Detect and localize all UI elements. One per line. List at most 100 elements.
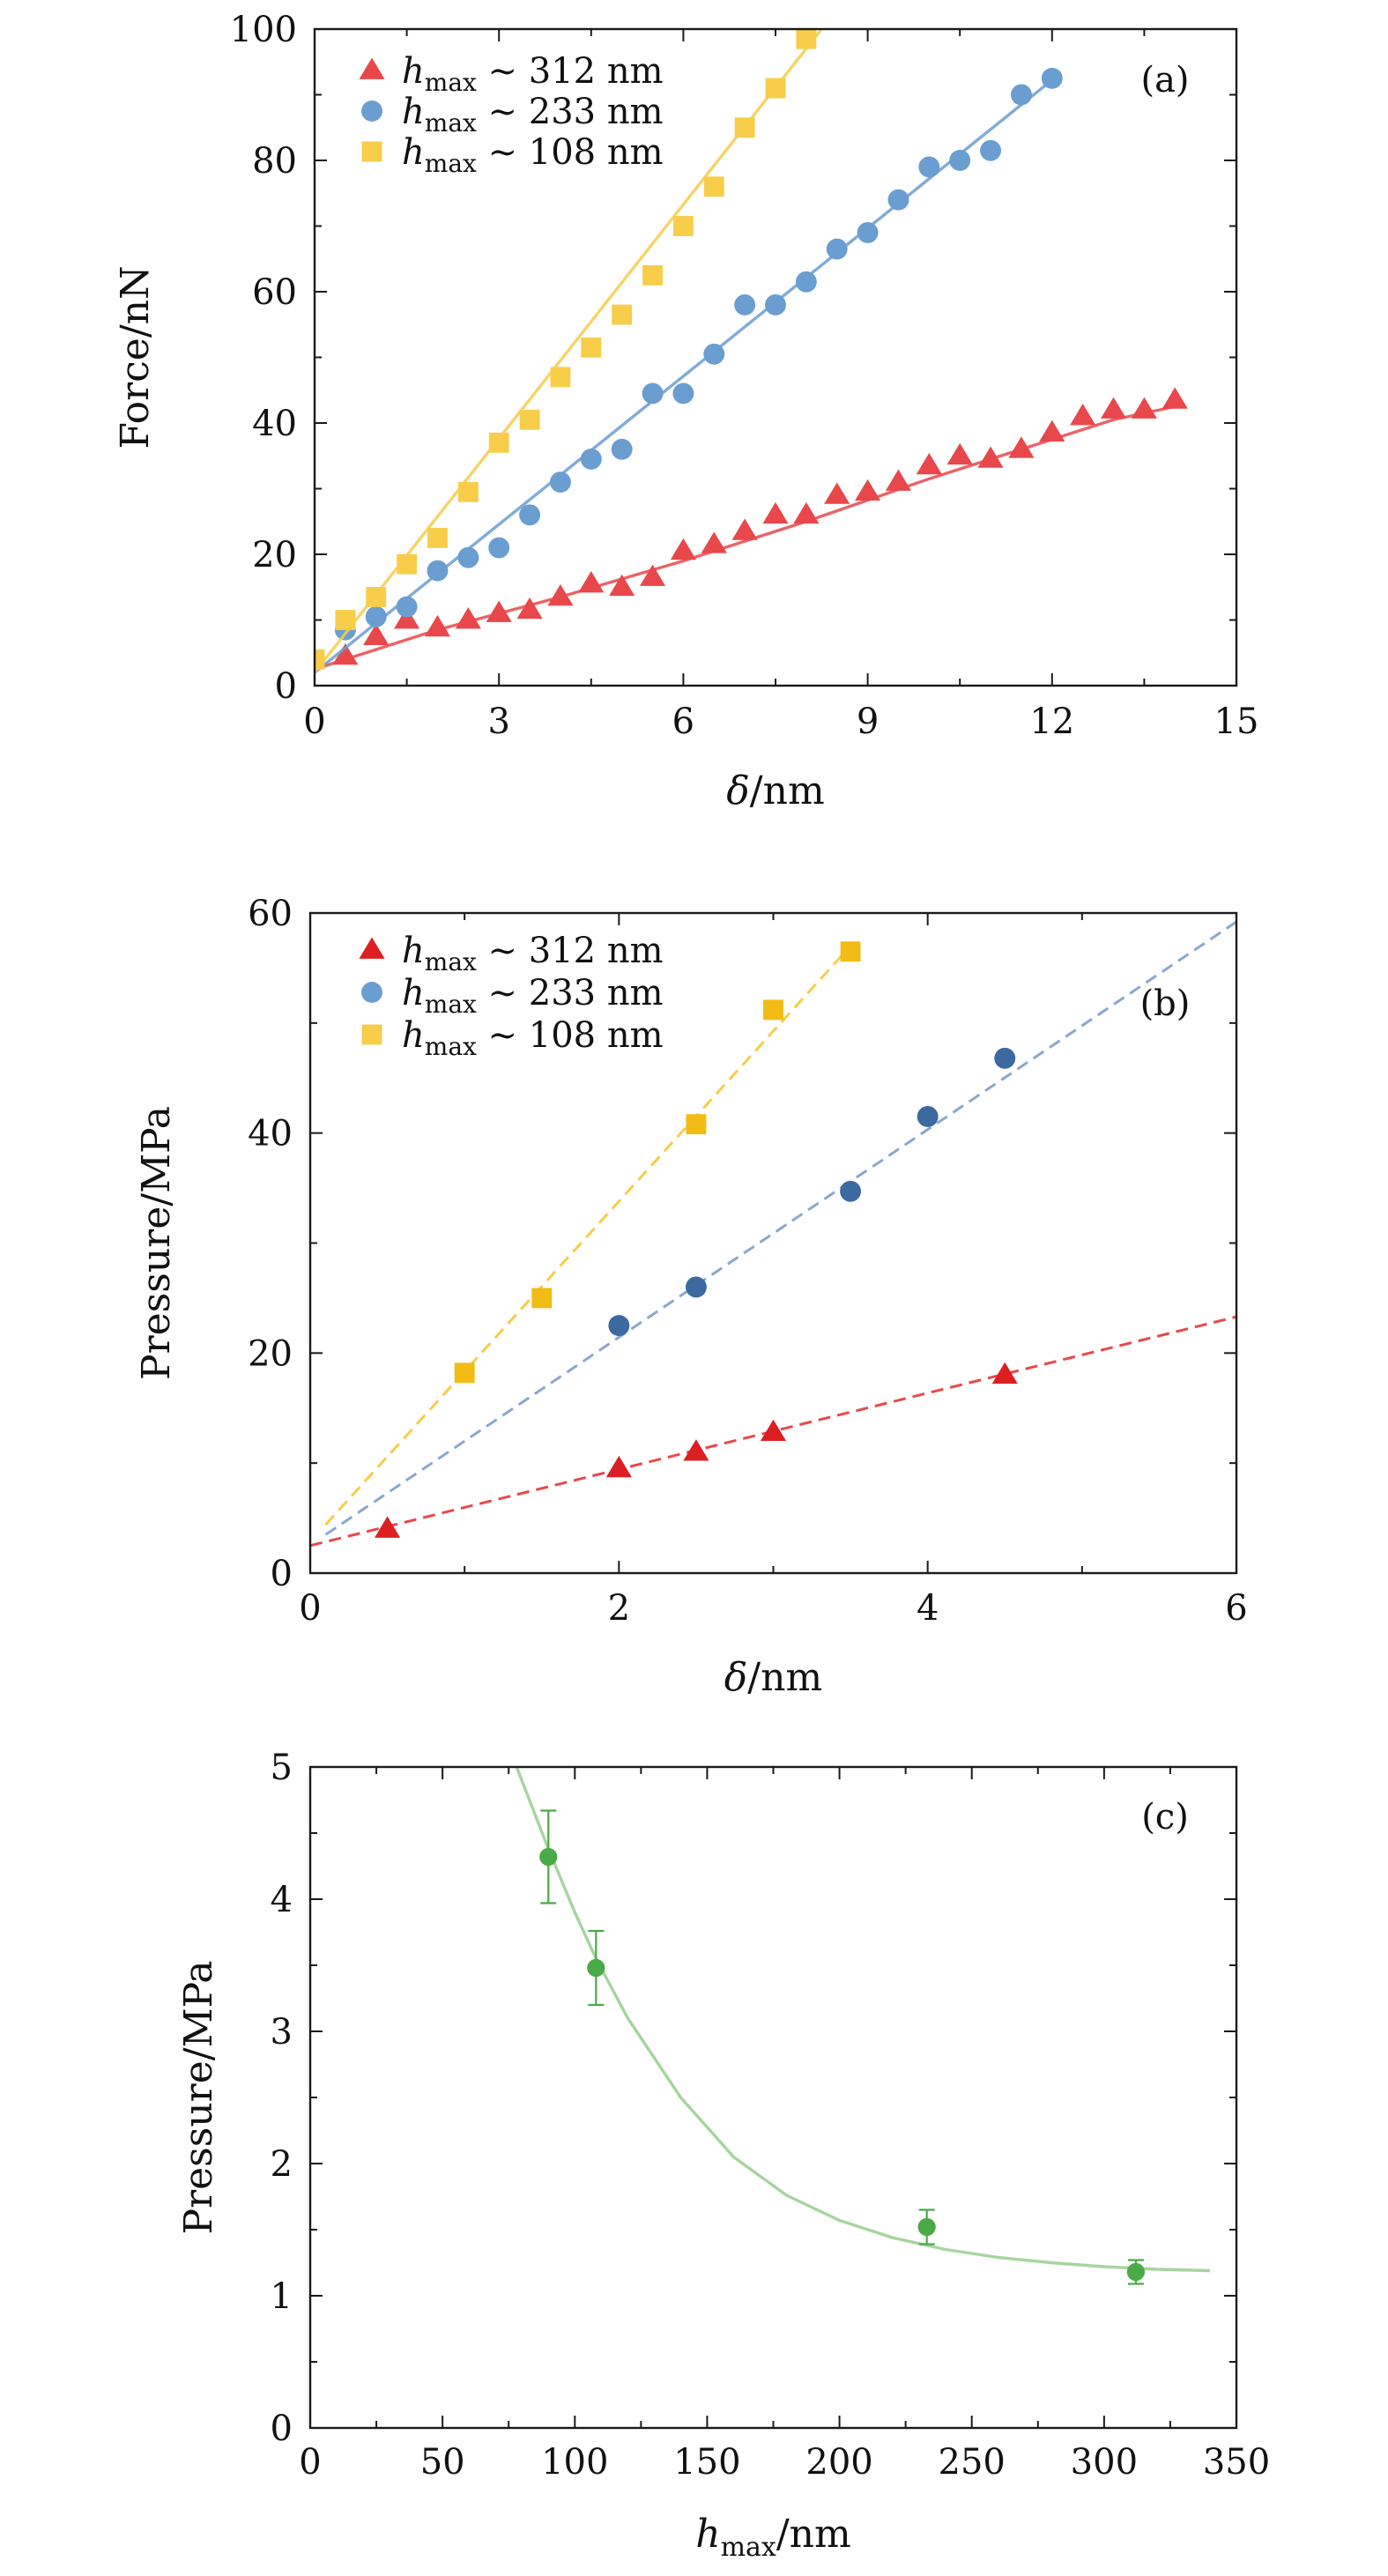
series-3-point xyxy=(840,941,861,962)
series-1-point xyxy=(760,1419,787,1442)
panel-label: (c) xyxy=(1141,1797,1189,1837)
series-2-point xyxy=(917,1105,939,1127)
series-1-point xyxy=(670,538,696,560)
series-1-point xyxy=(375,1516,401,1538)
series-1-point xyxy=(639,564,666,586)
series-1-point xyxy=(916,452,942,475)
legend-marker xyxy=(361,982,382,1003)
y-tick-label: 40 xyxy=(248,1114,293,1154)
series-2-point xyxy=(703,343,725,365)
series-1-point xyxy=(683,1439,709,1461)
y-axis-label: Pressure/MPa xyxy=(176,1961,221,2235)
series-1-point xyxy=(824,482,850,504)
x-axis-label-unit: /nm xyxy=(747,1655,822,1700)
y-tick-label: 20 xyxy=(248,1333,293,1374)
series-3-point xyxy=(335,610,356,630)
series-3-point xyxy=(703,176,724,197)
legend-value: ∼ 312 nm xyxy=(477,51,664,92)
series-2-point xyxy=(685,1276,707,1298)
x-tick-label: 0 xyxy=(303,702,325,742)
legend-sub: max xyxy=(425,149,477,178)
x-tick-label: 300 xyxy=(1071,2442,1138,2483)
series-2-point xyxy=(826,238,848,260)
y-tick-label: 40 xyxy=(252,404,297,444)
series-3-point xyxy=(427,527,448,548)
x-tick-label: 4 xyxy=(917,1588,939,1629)
legend-sub: max xyxy=(425,947,477,976)
series-1-point xyxy=(762,501,789,524)
legend-marker xyxy=(361,141,382,162)
series-1-point xyxy=(917,2217,936,2237)
series-2-point xyxy=(427,560,449,582)
x-tick-label: 12 xyxy=(1029,702,1074,742)
y-tick-label: 20 xyxy=(252,535,297,575)
series-2-point xyxy=(994,1047,1016,1069)
series-3-point xyxy=(581,337,602,358)
panel-label: (a) xyxy=(1140,60,1189,100)
x-tick-label: 50 xyxy=(420,2442,465,2483)
series-3-point xyxy=(454,1362,475,1384)
series-1-point xyxy=(516,597,543,620)
legend-symbol: h xyxy=(402,1015,425,1056)
series-1-point xyxy=(1126,2262,1146,2282)
x-tick-label: 3 xyxy=(487,702,509,742)
x-axis-label: δ/nm xyxy=(724,1655,822,1700)
plot-area xyxy=(310,920,1236,1548)
series-1-point xyxy=(731,518,758,540)
series-3-point xyxy=(457,481,479,502)
legend-label: hmax ∼ 233 nm xyxy=(402,92,664,137)
series-2-point xyxy=(840,1180,862,1202)
series-3-point xyxy=(765,78,786,99)
series-3-point xyxy=(763,999,783,1021)
series-3-point xyxy=(550,367,571,388)
series-3-fit-line xyxy=(324,945,852,1526)
legend-sub: max xyxy=(425,68,477,97)
legend-value: ∼ 312 nm xyxy=(477,931,664,971)
series-1-point xyxy=(701,531,727,553)
legend-sub: max xyxy=(425,990,477,1019)
series-2-point xyxy=(580,449,602,470)
y-axis-label: Pressure/MPa xyxy=(134,1106,179,1380)
series-1-point xyxy=(1070,404,1096,426)
series-1-point xyxy=(793,501,820,524)
x-axis-label-unit: /nm xyxy=(776,2512,851,2557)
legend-value: ∼ 108 nm xyxy=(477,132,664,173)
series-2-point xyxy=(457,546,479,568)
series-1-point xyxy=(991,1362,1018,1385)
axes-frame xyxy=(308,1765,1238,2430)
x-axis-label-symbol: h xyxy=(695,2512,720,2557)
x-axis-label-unit: /nm xyxy=(750,768,825,813)
series-1-point xyxy=(946,442,973,465)
legend-sub: max xyxy=(425,108,477,137)
series-3-point xyxy=(734,117,755,138)
series-1-point xyxy=(885,469,912,491)
y-tick-label: 2 xyxy=(271,2144,293,2185)
series-3-point xyxy=(612,304,633,325)
legend-label: hmax ∼ 312 nm xyxy=(402,931,664,976)
legend-symbol: h xyxy=(402,931,425,971)
series-1-point xyxy=(486,600,512,622)
legend-value: ∼ 233 nm xyxy=(477,92,664,132)
series-1-point xyxy=(332,642,359,665)
x-tick-label: 200 xyxy=(805,2442,872,2483)
y-tick-label: 0 xyxy=(275,666,297,707)
y-tick-label: 100 xyxy=(230,10,297,50)
legend-marker xyxy=(359,937,385,959)
series-3-point xyxy=(672,216,694,236)
x-tick-label: 6 xyxy=(672,702,694,742)
y-tick-label: 60 xyxy=(252,272,297,313)
series-3-point xyxy=(315,649,325,670)
series-3-point xyxy=(366,586,387,607)
y-tick-label: 0 xyxy=(271,2409,293,2449)
series-1-point xyxy=(1039,419,1065,442)
legend-value: ∼ 233 nm xyxy=(477,973,664,1013)
series-1-point xyxy=(547,583,574,606)
series-2-point xyxy=(795,271,817,293)
legend-marker xyxy=(361,1024,382,1045)
legend-label: hmax ∼ 108 nm xyxy=(402,132,664,178)
series-3-point xyxy=(642,264,663,286)
series-3-point xyxy=(397,553,418,575)
y-tick-label: 60 xyxy=(248,894,293,934)
